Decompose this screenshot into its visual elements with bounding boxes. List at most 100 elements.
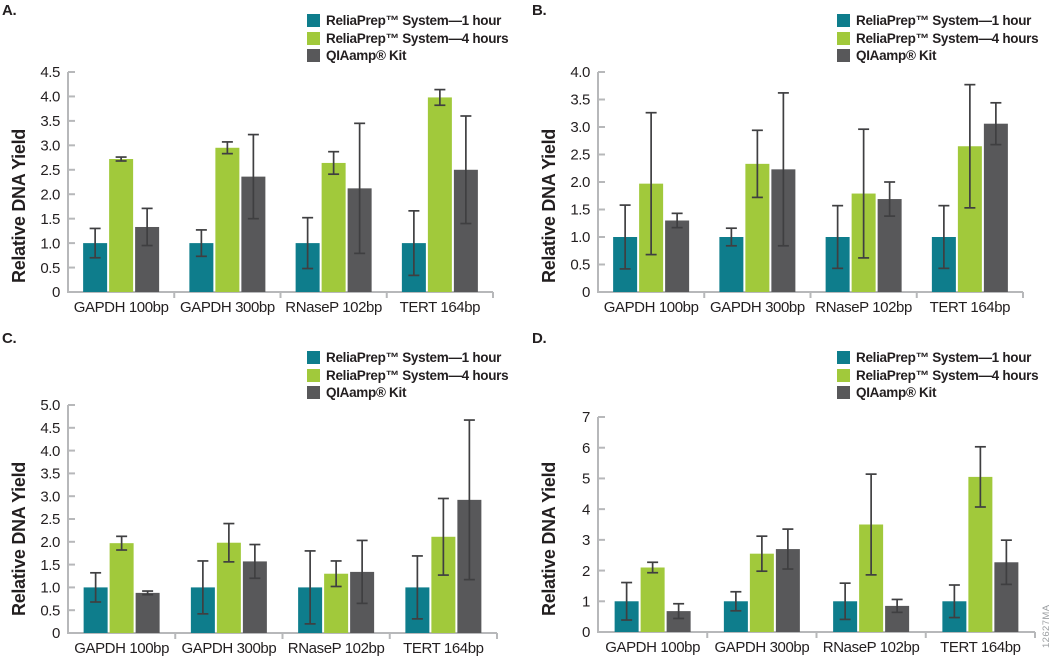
category-label: RNaseP 102bp xyxy=(815,299,912,316)
y-tick-label: 4.0 xyxy=(40,443,60,460)
y-tick-label: 3.0 xyxy=(40,138,60,155)
y-tick-label: 2.5 xyxy=(570,147,590,164)
y-tick-label: 2.0 xyxy=(40,534,60,551)
legend-item: ReliaPrep™ System—1 hour xyxy=(307,349,508,367)
y-tick-label: 2.0 xyxy=(40,186,60,203)
panel-label: B. xyxy=(532,2,547,19)
bar xyxy=(427,97,452,292)
panel-label: D. xyxy=(532,330,547,347)
y-tick-label: 3.5 xyxy=(40,466,60,483)
bar xyxy=(640,567,665,632)
legend-label: QIAamp® Kit xyxy=(326,48,407,64)
bar-chart-b: 0 0.5 1.0 1.5 2.0 2.5 3.0 3.5 4.0 GAPDH 100bp GAPD… xyxy=(570,64,1024,316)
bar xyxy=(983,123,1008,292)
legend-label: ReliaPrep™ System—4 hours xyxy=(326,30,509,46)
y-tick-label: 0 xyxy=(582,284,590,301)
panel-d: D. Relative DNA Yield ReliaPrep™ System—… xyxy=(530,328,1060,656)
category-label: RNaseP 102bp xyxy=(823,639,920,656)
y-tick-label: 4.5 xyxy=(40,420,60,437)
category-label: GAPDH 100bp xyxy=(605,639,700,656)
legend-item: ReliaPrep™ System—1 hour xyxy=(837,349,1038,367)
y-tick-label: 1.5 xyxy=(570,202,590,219)
category-label: GAPDH 300bp xyxy=(710,299,805,316)
y-tick-label: 2.5 xyxy=(40,511,60,528)
panel-c: C. Relative DNA Yield ReliaPrep™ System—… xyxy=(0,328,530,656)
y-tick-label: 1.5 xyxy=(40,557,60,574)
legend-item: QIAamp® Kit xyxy=(307,384,508,402)
y-tick-label: 2.0 xyxy=(570,174,590,191)
legend: ReliaPrep™ System—1 hour ReliaPrep™ Syst… xyxy=(307,12,509,65)
category-label: TERT 164bp xyxy=(930,299,1011,316)
y-tick-label: 0 xyxy=(52,625,60,642)
y-tick-label: 3.0 xyxy=(40,488,60,505)
panel-b: B. Relative DNA Yield ReliaPrep™ System—… xyxy=(530,0,1060,328)
category-label: RNaseP 102bp xyxy=(288,640,385,656)
legend-swatch-reliaprep-1hr xyxy=(837,14,850,28)
legend-label: ReliaPrep™ System—1 hour xyxy=(856,13,1032,29)
legend-label: ReliaPrep™ System—4 hours xyxy=(856,30,1039,46)
y-tick-label: 2 xyxy=(582,563,590,580)
panel-label: C. xyxy=(2,330,17,347)
bar xyxy=(109,543,134,633)
bar-chart-c: 0 0.5 1.0 1.5 2.0 2.5 3.0 3.5 4.0 4.5 5.0 GAPDH 100… xyxy=(40,397,498,656)
category-label: TERT 164bp xyxy=(403,640,484,656)
y-tick-label: 5.0 xyxy=(40,397,60,414)
y-tick-label: 0 xyxy=(582,624,590,641)
y-tick-label: 2.5 xyxy=(40,162,60,179)
bar xyxy=(321,162,346,292)
legend-item: ReliaPrep™ System—4 hours xyxy=(307,30,509,48)
legend-label: ReliaPrep™ System—4 hours xyxy=(326,367,509,383)
y-tick-label: 0.5 xyxy=(40,260,60,277)
legend-label: ReliaPrep™ System—1 hour xyxy=(856,350,1032,366)
legend-swatch-reliaprep-1hr xyxy=(307,351,320,365)
bar xyxy=(666,611,691,632)
legend-item: QIAamp® Kit xyxy=(837,47,1038,65)
legend-item: QIAamp® Kit xyxy=(837,384,1038,402)
legend-swatch-qiaamp xyxy=(307,386,320,400)
legend-swatch-qiaamp xyxy=(307,49,320,63)
y-tick-label: 1.5 xyxy=(40,211,60,228)
legend: ReliaPrep™ System—1 hour ReliaPrep™ Syst… xyxy=(837,349,1039,402)
y-tick-label: 0.5 xyxy=(40,602,60,619)
legend-item: ReliaPrep™ System—1 hour xyxy=(837,12,1038,30)
y-tick-label: 0.5 xyxy=(570,257,590,274)
legend-label: ReliaPrep™ System—4 hours xyxy=(856,367,1039,383)
y-tick-label: 1.0 xyxy=(570,229,590,246)
legend-label: ReliaPrep™ System—1 hour xyxy=(326,350,502,366)
category-label: RNaseP 102bp xyxy=(285,299,382,316)
y-tick-label: 3.5 xyxy=(40,113,60,130)
legend-swatch-reliaprep-4hr xyxy=(837,31,850,45)
category-label: GAPDH 100bp xyxy=(74,299,169,316)
legend-swatch-qiaamp xyxy=(837,49,850,63)
legend-swatch-qiaamp xyxy=(837,386,850,400)
category-label: TERT 164bp xyxy=(400,299,481,316)
y-tick-label: 6 xyxy=(582,440,590,457)
bar-chart-a: 0 0.5 1.0 1.5 2.0 2.5 3.0 3.5 4.0 4.5 GAPDH 100bp G… xyxy=(40,64,494,316)
panel-label: A. xyxy=(2,2,17,19)
legend-label: QIAamp® Kit xyxy=(856,385,937,401)
y-tick-label: 1 xyxy=(582,593,590,610)
legend-label: ReliaPrep™ System—1 hour xyxy=(326,13,502,29)
y-tick-label: 3.5 xyxy=(570,92,590,109)
watermark-figure-number: 12627MA xyxy=(1041,604,1052,648)
legend-item: ReliaPrep™ System—4 hours xyxy=(307,367,509,385)
y-tick-label: 1.0 xyxy=(40,235,60,252)
legend-item: ReliaPrep™ System—4 hours xyxy=(837,30,1039,48)
y-tick-label: 7 xyxy=(582,409,590,426)
legend-label: QIAamp® Kit xyxy=(326,385,407,401)
legend-swatch-reliaprep-1hr xyxy=(837,351,850,365)
y-tick-label: 1.0 xyxy=(40,580,60,597)
legend-item: ReliaPrep™ System—1 hour xyxy=(307,12,508,30)
y-tick-label: 5 xyxy=(582,471,590,488)
category-label: GAPDH 100bp xyxy=(604,299,699,316)
category-label: GAPDH 300bp xyxy=(180,299,275,316)
legend-swatch-reliaprep-4hr xyxy=(307,368,320,382)
y-tick-label: 4.0 xyxy=(570,64,590,81)
legend-swatch-reliaprep-4hr xyxy=(307,31,320,45)
legend-item: QIAamp® Kit xyxy=(307,47,508,65)
category-label: GAPDH 100bp xyxy=(74,640,169,656)
legend-label: QIAamp® Kit xyxy=(856,48,937,64)
category-label: GAPDH 300bp xyxy=(714,639,809,656)
category-label: TERT 164bp xyxy=(940,639,1021,656)
legend-item: ReliaPrep™ System—4 hours xyxy=(837,367,1039,385)
